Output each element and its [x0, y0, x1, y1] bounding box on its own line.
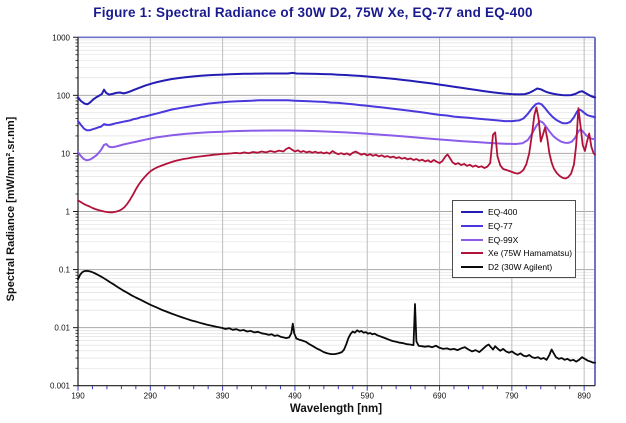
y-tick-label: 10 — [61, 149, 70, 158]
legend-swatch-d2 — [461, 266, 483, 268]
x-tick-label: 890 — [577, 392, 591, 401]
legend-label-xe: Xe (75W Hamamatsu) — [488, 248, 573, 259]
axis-tick-labels: 190 290 390 490 590 690 790 890 1000 100 10 1 0.1 0.0… — [50, 33, 591, 400]
x-tick-label: 490 — [288, 392, 302, 401]
legend-entry-eq99x: EQ-99X — [461, 234, 569, 246]
x-tick-label: 290 — [144, 392, 158, 401]
x-tick-label: 590 — [361, 392, 375, 401]
legend-entry-eq400: EQ-400 — [461, 206, 569, 218]
legend-label-eq400: EQ-400 — [488, 207, 518, 217]
legend-swatch-eq400 — [461, 211, 483, 213]
y-tick-label: 0.01 — [54, 324, 70, 333]
plot-frame — [77, 36, 596, 387]
x-tick-label: 690 — [433, 392, 447, 401]
legend-label-eq77: EQ-77 — [488, 220, 513, 231]
legend-entry-d2: D2 (30W Agilent) — [461, 261, 569, 273]
y-tick-label: 1 — [66, 208, 71, 217]
y-axis-label: Spectral Radiance [mW/mm².sr.nm] — [5, 116, 17, 302]
legend-swatch-xe — [461, 252, 483, 255]
y-tick-label: 0.1 — [59, 266, 71, 275]
data-series-lines — [77, 71, 596, 364]
x-tick-label: 390 — [216, 392, 230, 401]
legend-label-d2: D2 (30W Agilent) — [488, 262, 553, 272]
x-tick-label: 790 — [505, 392, 519, 401]
legend-swatch-eq77 — [461, 224, 483, 227]
y-tick-label: 100 — [57, 91, 71, 100]
legend-swatch-eq99x — [461, 238, 483, 241]
x-axis-label: Wavelength [nm] — [289, 403, 383, 415]
legend-entry-xe: Xe (75W Hamamatsu) — [461, 247, 573, 259]
y-tick-label: 1000 — [52, 33, 70, 42]
x-tick-label: 190 — [71, 392, 85, 401]
legend-box: EQ-400 EQ-77 EQ-99X Xe (75W Hamamatsu) D… — [452, 200, 576, 278]
legend-entry-eq77: EQ-77 — [461, 220, 569, 232]
y-tick-label: 0.001 — [50, 382, 71, 391]
legend-label-eq99x: EQ-99X — [488, 234, 519, 245]
chart-title: Figure 1: Spectral Radiance of 30W D2, 7… — [93, 5, 533, 20]
